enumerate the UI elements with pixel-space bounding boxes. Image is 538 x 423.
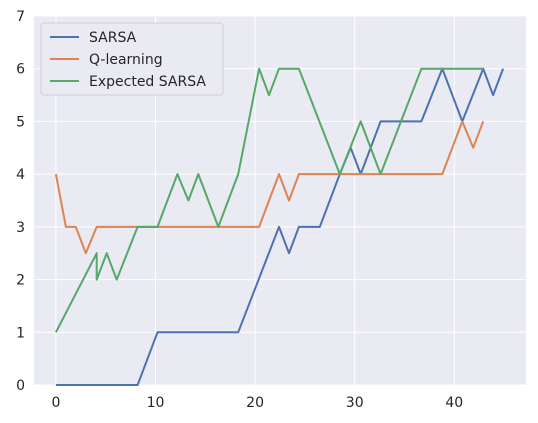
x-tick-label-20: 20 (246, 395, 264, 411)
series (54, 67, 505, 386)
x-tick-label-30: 30 (346, 395, 364, 411)
x-tick-label-40: 40 (445, 395, 463, 411)
legend-box (40, 22, 224, 96)
y-tick-label-4: 4 (16, 167, 25, 183)
y-tick-label-2: 2 (16, 273, 25, 289)
y-tick-label-5: 5 (16, 114, 25, 130)
legend: SARSA Q-learning Expected SARSA (40, 22, 224, 96)
y-tick-label-0: 0 (16, 378, 25, 394)
series-line-expected-sarsa (55, 67, 484, 333)
legend-label-expected-sarsa: Expected SARSA (89, 74, 206, 90)
tick-labels: 0 10 20 30 40 0 1 2 3 4 5 6 7 (16, 9, 463, 411)
y-tick-label-1: 1 (16, 325, 25, 341)
series-line-q-learning (54, 120, 485, 255)
y-tick-label-7: 7 (16, 9, 25, 25)
y-tick-label-6: 6 (16, 62, 25, 78)
x-tick-label-10: 10 (147, 395, 165, 411)
legend-label-q-learning: Q-learning (89, 52, 163, 68)
x-tick-label-0: 0 (51, 395, 60, 411)
legend-label-sarsa: SARSA (89, 30, 137, 46)
y-tick-label-3: 3 (16, 220, 25, 236)
